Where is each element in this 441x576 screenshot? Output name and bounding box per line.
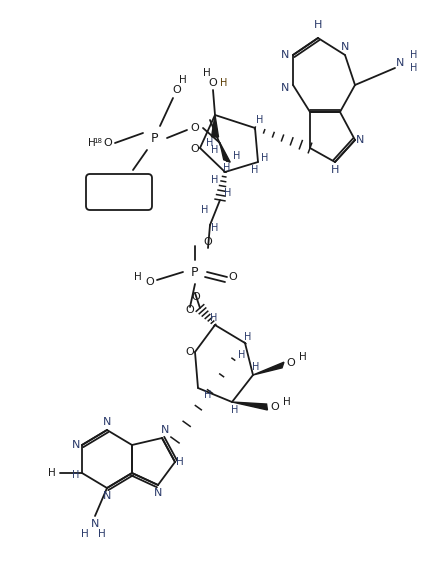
Text: N: N <box>341 42 349 52</box>
Text: O: O <box>191 123 199 133</box>
Text: O: O <box>146 277 154 287</box>
Text: H: H <box>262 153 269 163</box>
Text: O: O <box>191 144 199 154</box>
Text: H: H <box>410 50 418 60</box>
Text: H: H <box>88 138 96 148</box>
FancyBboxPatch shape <box>86 174 152 210</box>
Polygon shape <box>253 362 284 375</box>
Text: H: H <box>331 165 339 175</box>
Text: O: O <box>186 347 194 357</box>
Text: N: N <box>154 488 162 498</box>
Text: H: H <box>314 20 322 30</box>
Text: O: O <box>204 237 213 247</box>
Text: N: N <box>356 135 364 145</box>
Text: N: N <box>281 50 289 60</box>
Text: H: H <box>256 115 264 125</box>
Text: H: H <box>81 529 89 539</box>
Text: H: H <box>220 78 228 88</box>
Text: H: H <box>238 350 246 360</box>
Text: H: H <box>232 405 239 415</box>
Text: P: P <box>191 266 199 279</box>
Text: H: H <box>206 138 214 148</box>
Text: H: H <box>211 223 219 233</box>
Text: H: H <box>48 468 56 478</box>
Text: N: N <box>161 425 169 435</box>
Polygon shape <box>220 143 230 162</box>
Polygon shape <box>232 402 267 410</box>
Text: O: O <box>104 138 112 148</box>
Text: H: H <box>223 163 231 173</box>
Text: H: H <box>233 151 241 161</box>
Text: O: O <box>192 292 200 302</box>
Text: H: H <box>176 457 184 467</box>
Text: H: H <box>201 205 209 215</box>
Text: H: H <box>179 75 187 85</box>
Text: H: H <box>410 63 418 73</box>
Text: H: H <box>244 332 252 342</box>
Text: H: H <box>211 145 219 155</box>
Text: H: H <box>299 352 307 362</box>
Text: N: N <box>91 519 99 529</box>
Text: O: O <box>172 85 181 95</box>
Text: O: O <box>287 358 295 368</box>
Text: H: H <box>224 188 232 198</box>
Text: O: O <box>271 402 280 412</box>
Text: N: N <box>396 58 404 68</box>
Text: H: H <box>211 175 219 185</box>
Text: H: H <box>251 165 259 175</box>
Text: N: N <box>72 440 80 450</box>
Text: H: H <box>98 529 106 539</box>
Text: H: H <box>203 68 211 78</box>
Text: O: O <box>186 305 194 315</box>
Text: H: H <box>204 390 212 400</box>
Text: 18: 18 <box>93 138 102 144</box>
Text: P: P <box>151 131 159 145</box>
Text: H: H <box>283 397 291 407</box>
Text: H: H <box>72 470 80 480</box>
Text: Abs: Abs <box>109 188 129 198</box>
Text: N: N <box>103 491 111 501</box>
Text: N: N <box>281 83 289 93</box>
Polygon shape <box>212 115 218 137</box>
Text: N: N <box>103 417 111 427</box>
Text: O: O <box>209 78 217 88</box>
Text: O: O <box>228 272 237 282</box>
Text: H: H <box>252 362 260 372</box>
Text: H: H <box>210 313 218 323</box>
Text: H: H <box>134 272 142 282</box>
